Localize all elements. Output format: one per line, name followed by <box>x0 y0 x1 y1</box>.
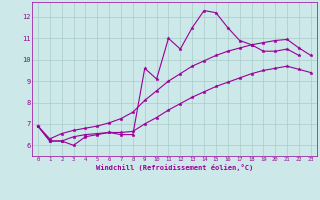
X-axis label: Windchill (Refroidissement éolien,°C): Windchill (Refroidissement éolien,°C) <box>96 164 253 171</box>
